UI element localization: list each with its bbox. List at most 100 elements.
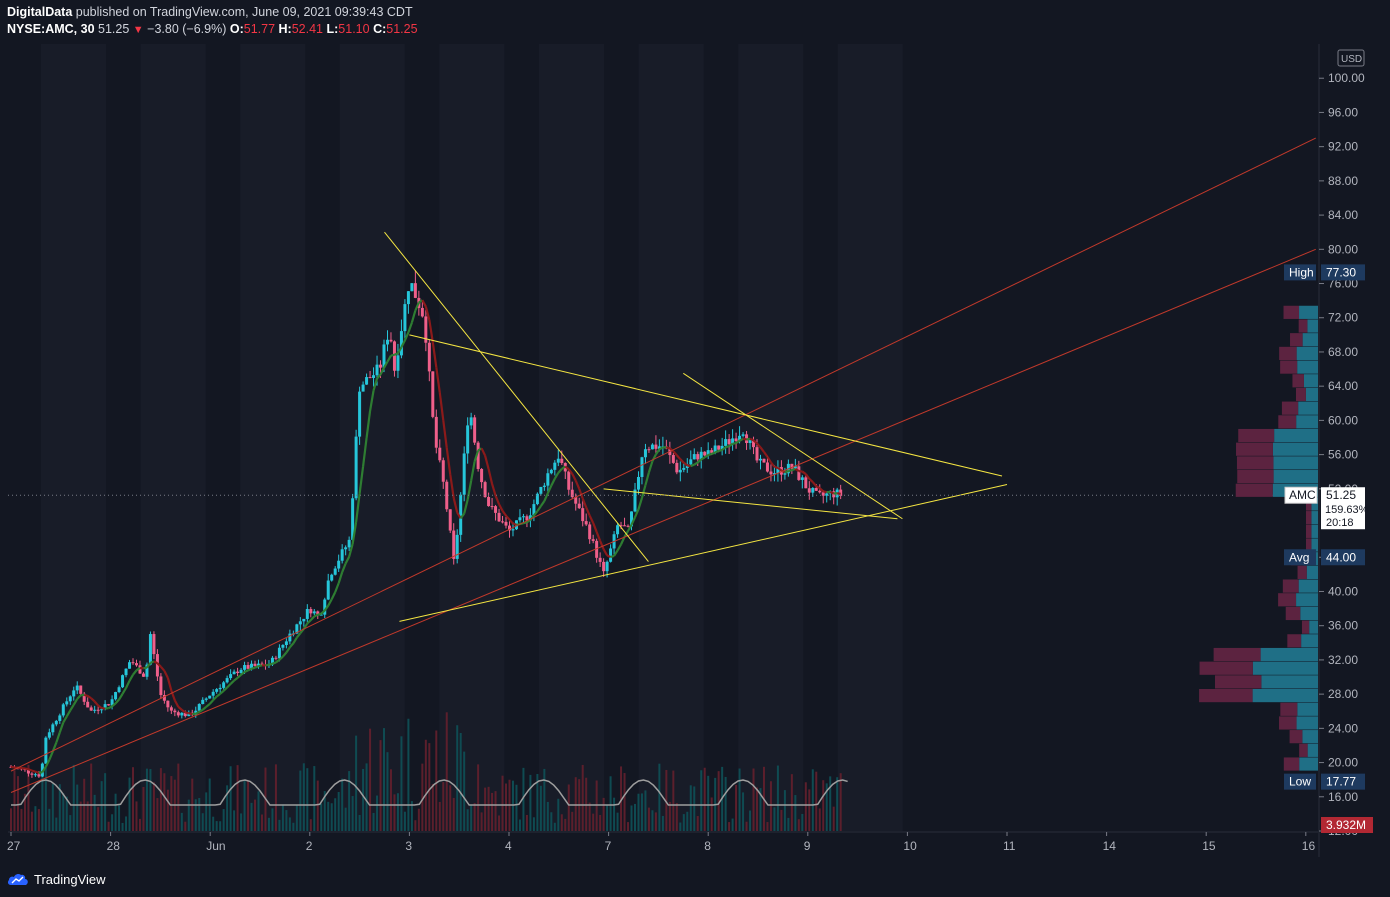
candle-body[interactable] (504, 521, 508, 526)
candle-body[interactable] (361, 384, 365, 392)
candle-body[interactable] (748, 440, 752, 443)
candle-body[interactable] (93, 709, 97, 711)
candle-body[interactable] (657, 446, 661, 449)
candle-body[interactable] (82, 693, 86, 702)
candle-body[interactable] (459, 494, 463, 535)
candle-body[interactable] (58, 715, 62, 721)
candle-body[interactable] (134, 663, 138, 666)
candle-body[interactable] (180, 712, 184, 716)
candle-body[interactable] (257, 663, 261, 666)
candle-body[interactable] (647, 449, 651, 451)
candle-body[interactable] (595, 540, 599, 558)
candle-body[interactable] (703, 451, 707, 456)
candle-body[interactable] (438, 447, 442, 461)
candle-body[interactable] (166, 700, 170, 708)
candle-body[interactable] (375, 364, 379, 376)
candle-body[interactable] (793, 466, 797, 469)
candle-body[interactable] (480, 468, 484, 483)
candle-body[interactable] (546, 473, 550, 486)
candle-body[interactable] (598, 557, 602, 562)
candle-body[interactable] (319, 614, 323, 616)
candle-body[interactable] (818, 490, 822, 493)
candle-body[interactable] (839, 489, 843, 496)
candle-body[interactable] (309, 608, 313, 614)
candle-body[interactable] (288, 633, 292, 642)
candle-body[interactable] (298, 621, 302, 625)
candle-body[interactable] (584, 521, 588, 525)
candle-body[interactable] (323, 599, 327, 615)
candle-body[interactable] (197, 704, 201, 711)
candle-body[interactable] (591, 539, 595, 541)
channel-line[interactable] (10, 248, 1316, 793)
candle-body[interactable] (239, 669, 243, 674)
candle-body[interactable] (232, 671, 236, 675)
candle-body[interactable] (270, 657, 274, 665)
candle-body[interactable] (654, 444, 658, 449)
candle-body[interactable] (358, 391, 362, 437)
candle-body[interactable] (277, 647, 281, 659)
candle-body[interactable] (542, 485, 546, 487)
candle-body[interactable] (333, 568, 337, 575)
candle-body[interactable] (807, 488, 811, 493)
candle-body[interactable] (518, 517, 522, 521)
candle-body[interactable] (107, 704, 111, 706)
candle-body[interactable] (145, 664, 149, 677)
candle-body[interactable] (385, 339, 389, 345)
candle-body[interactable] (455, 534, 459, 559)
candle-body[interactable] (399, 331, 403, 356)
tradingview-logo[interactable]: TradingView (7, 869, 106, 889)
candle-body[interactable] (427, 342, 431, 372)
candle-body[interactable] (406, 291, 410, 305)
candle-body[interactable] (124, 668, 128, 676)
candle-body[interactable] (776, 467, 780, 474)
candle-body[interactable] (37, 774, 41, 777)
candle-body[interactable] (490, 506, 494, 508)
candle-body[interactable] (201, 699, 205, 705)
candle-body[interactable] (305, 608, 309, 619)
candle-body[interactable] (473, 417, 477, 443)
candle-body[interactable] (284, 641, 288, 645)
candle-body[interactable] (448, 509, 452, 531)
candle-body[interactable] (295, 624, 299, 634)
candle-body[interactable] (501, 521, 505, 523)
candle-body[interactable] (347, 539, 351, 548)
candle-body[interactable] (229, 674, 233, 679)
candle-body[interactable] (720, 445, 724, 450)
candle-body[interactable] (424, 316, 428, 343)
candle-body[interactable] (811, 488, 815, 493)
candle-body[interactable] (528, 515, 532, 521)
candle-body[interactable] (110, 699, 114, 706)
candle-body[interactable] (354, 436, 358, 499)
candle-body[interactable] (30, 773, 34, 775)
candle-body[interactable] (567, 471, 571, 490)
candle-body[interactable] (699, 451, 703, 460)
candle-body[interactable] (302, 618, 306, 622)
candle-body[interactable] (539, 486, 543, 494)
candle-body[interactable] (772, 473, 776, 475)
candle-body[interactable] (556, 458, 560, 463)
candle-body[interactable] (630, 511, 634, 527)
candle-body[interactable] (731, 438, 735, 445)
candle-body[interactable] (169, 707, 173, 711)
candle-body[interactable] (758, 458, 762, 461)
candle-body[interactable] (100, 709, 104, 711)
candle-body[interactable] (281, 644, 285, 648)
candle-body[interactable] (821, 492, 825, 496)
candle-body[interactable] (800, 477, 804, 480)
candle-body[interactable] (253, 663, 257, 666)
candle-body[interactable] (602, 561, 606, 572)
candle-body[interactable] (72, 690, 76, 697)
candle-body[interactable] (162, 695, 166, 701)
candle-body[interactable] (337, 560, 341, 569)
candle-body[interactable] (65, 701, 69, 705)
candle-body[interactable] (218, 687, 222, 690)
candle-body[interactable] (553, 462, 557, 470)
candle-body[interactable] (466, 425, 470, 454)
candle-body[interactable] (173, 710, 177, 713)
candle-body[interactable] (33, 774, 37, 776)
candle-body[interactable] (274, 657, 278, 659)
trendline[interactable] (409, 334, 1003, 477)
trendline[interactable] (603, 488, 898, 520)
candle-body[interactable] (396, 355, 400, 371)
candle-body[interactable] (344, 547, 348, 550)
